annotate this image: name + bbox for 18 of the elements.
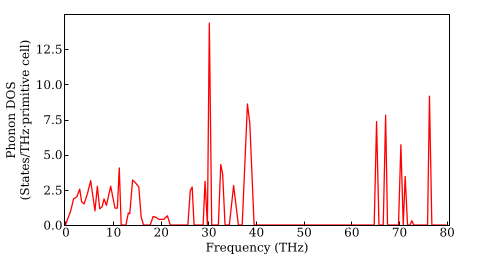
line-series xyxy=(64,22,448,225)
x-tick-label: 70 xyxy=(392,226,408,240)
x-tick-label: 60 xyxy=(344,226,360,240)
y-tick-label: 5.0 xyxy=(43,148,62,162)
y-axis-title: Phonon DOS (States/THz·primitive cell) xyxy=(4,40,32,200)
y-tick-label: 7.5 xyxy=(43,113,62,127)
y-tick-label: 10.0 xyxy=(36,78,62,92)
y-tick-label: 0.0 xyxy=(43,218,62,232)
x-axis-title: Frequency (THz) xyxy=(206,240,308,254)
y-tick-label: 12.5 xyxy=(36,42,62,57)
x-tick-label: 20 xyxy=(154,226,169,240)
x-tick-label: 0 xyxy=(62,226,70,240)
x-tick-label: 30 xyxy=(201,226,217,240)
x-tick-label: 40 xyxy=(248,226,264,240)
y-tick-label: 2.5 xyxy=(43,183,62,198)
x-tick-label: 10 xyxy=(106,226,122,240)
x-tick-label: 80 xyxy=(439,226,455,240)
x-tick-label: 50 xyxy=(296,226,312,240)
